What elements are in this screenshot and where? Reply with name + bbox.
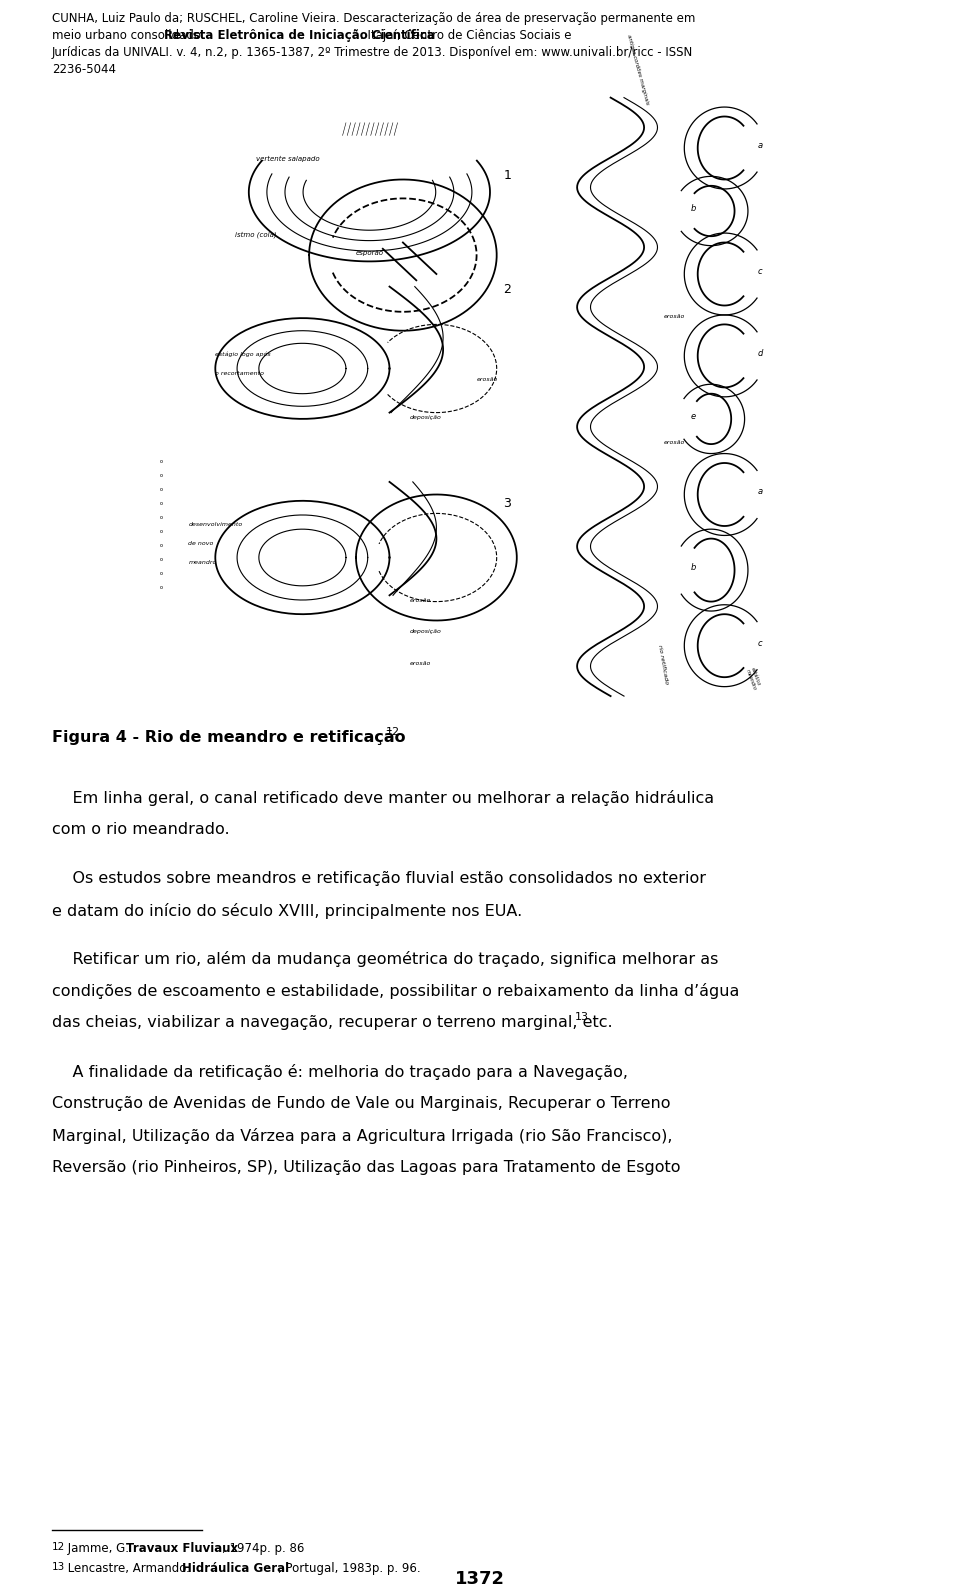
Text: deposição: deposição <box>410 629 442 634</box>
Text: erosão: erosão <box>410 598 431 602</box>
Text: Retificar um rio, além da mudança geométrica do traçado, significa melhorar as: Retificar um rio, além da mudança geomét… <box>52 951 718 967</box>
Text: erosão: erosão <box>410 661 431 666</box>
Text: desenvolvimento: desenvolvimento <box>188 521 243 526</box>
Text: 2236-5044: 2236-5044 <box>52 63 116 76</box>
Text: 13: 13 <box>52 1561 65 1572</box>
Text: , Portugal, 1983p. p. 96.: , Portugal, 1983p. p. 96. <box>278 1561 420 1575</box>
Text: a: a <box>758 488 763 496</box>
Text: meio urbano consolidado.: meio urbano consolidado. <box>52 29 208 41</box>
Text: b: b <box>691 204 696 212</box>
Text: o: o <box>160 472 163 479</box>
Text: Reversão (rio Pinheiros, SP), Utilização das Lagoas para Tratamento de Esgoto: Reversão (rio Pinheiros, SP), Utilização… <box>52 1160 681 1174</box>
Text: 1: 1 <box>503 170 512 182</box>
Text: Travaux Fluviaux: Travaux Fluviaux <box>126 1542 238 1555</box>
Text: 12: 12 <box>386 728 400 737</box>
Text: o: o <box>160 544 163 548</box>
Text: c: c <box>758 266 762 276</box>
Text: e datam do início do século XVIII, principalmente nos EUA.: e datam do início do século XVIII, princ… <box>52 902 522 919</box>
Text: vertente salapado: vertente salapado <box>255 155 319 162</box>
Text: d: d <box>758 349 763 358</box>
Text: o recortamento: o recortamento <box>215 371 264 376</box>
Text: 12: 12 <box>52 1542 65 1552</box>
Text: meandro: meandro <box>188 560 217 564</box>
Text: o: o <box>160 487 163 491</box>
Text: erosão: erosão <box>664 441 685 445</box>
Text: das cheias, viabilizar a navegação, recuperar o terreno marginal, etc.: das cheias, viabilizar a navegação, recu… <box>52 1016 612 1030</box>
Text: o: o <box>160 585 163 590</box>
Text: Hidráulica Geral: Hidráulica Geral <box>182 1561 289 1575</box>
Text: . Itajaí, Centro de Ciências Sociais e: . Itajaí, Centro de Ciências Sociais e <box>360 29 571 41</box>
Text: istmo (cola): istmo (cola) <box>235 231 277 238</box>
Text: CUNHA, Luiz Paulo da; RUSCHEL, Caroline Vieira. Descaracterização de área de pre: CUNHA, Luiz Paulo da; RUSCHEL, Caroline … <box>52 13 695 25</box>
Text: 1372: 1372 <box>455 1571 505 1585</box>
Text: o: o <box>160 556 163 563</box>
Text: Construção de Avenidas de Fundo de Vale ou Marginais, Recuperar o Terreno: Construção de Avenidas de Fundo de Vale … <box>52 1095 670 1111</box>
Text: 3: 3 <box>503 498 512 510</box>
Text: b: b <box>691 563 696 572</box>
Text: Marginal, Utilização da Várzea para a Agricultura Irrigada (rio São Francisco),: Marginal, Utilização da Várzea para a Ag… <box>52 1129 673 1144</box>
Text: Figura 4 - Rio de meandro e retificação: Figura 4 - Rio de meandro e retificação <box>52 731 406 745</box>
Text: Jurídicas da UNIVALI. v. 4, n.2, p. 1365-1387, 2º Trimestre de 2013. Disponível : Jurídicas da UNIVALI. v. 4, n.2, p. 1365… <box>52 46 693 59</box>
Text: rio retificado: rio retificado <box>658 644 669 685</box>
Text: Revista Eletrônica de Iniciação Científica: Revista Eletrônica de Iniciação Científi… <box>164 29 435 41</box>
Text: erosão: erosão <box>476 377 498 382</box>
Text: A finalidade da retificação é: melhoria do traçado para a Navegação,: A finalidade da retificação é: melhoria … <box>52 1064 628 1079</box>
Text: 13: 13 <box>575 1013 589 1022</box>
Text: de novo: de novo <box>188 540 214 545</box>
Text: condições de escoamento e estabilidade, possibilitar o rebaixamento da linha d’á: condições de escoamento e estabilidade, … <box>52 983 739 999</box>
Text: erosão: erosão <box>664 314 685 319</box>
Text: e: e <box>691 412 696 422</box>
Text: c: c <box>758 639 762 648</box>
Text: estático
meandro: estático meandro <box>745 666 762 691</box>
Text: o: o <box>160 529 163 534</box>
Text: o: o <box>160 501 163 506</box>
Text: o: o <box>160 571 163 575</box>
Text: Em linha geral, o canal retificado deve manter ou melhorar a relação hidráulica: Em linha geral, o canal retificado deve … <box>52 789 714 807</box>
Text: com o rio meandrado.: com o rio meandrado. <box>52 823 229 837</box>
Text: , 1974p. p. 86: , 1974p. p. 86 <box>222 1542 304 1555</box>
Text: o: o <box>160 515 163 520</box>
Text: 2: 2 <box>503 282 512 296</box>
Text: deposição: deposição <box>410 415 442 420</box>
Text: estágio logo após: estágio logo após <box>215 352 271 357</box>
Text: antigos cordões marginais: antigos cordões marginais <box>626 33 649 105</box>
Text: Jamme, G.: Jamme, G. <box>64 1542 132 1555</box>
Text: esporão: esporão <box>356 250 384 257</box>
Text: Lencastre, Armando.: Lencastre, Armando. <box>64 1561 194 1575</box>
Text: Os estudos sobre meandros e retificação fluvial estão consolidados no exterior: Os estudos sobre meandros e retificação … <box>52 870 706 886</box>
Text: o: o <box>160 460 163 464</box>
Text: a: a <box>758 141 763 151</box>
